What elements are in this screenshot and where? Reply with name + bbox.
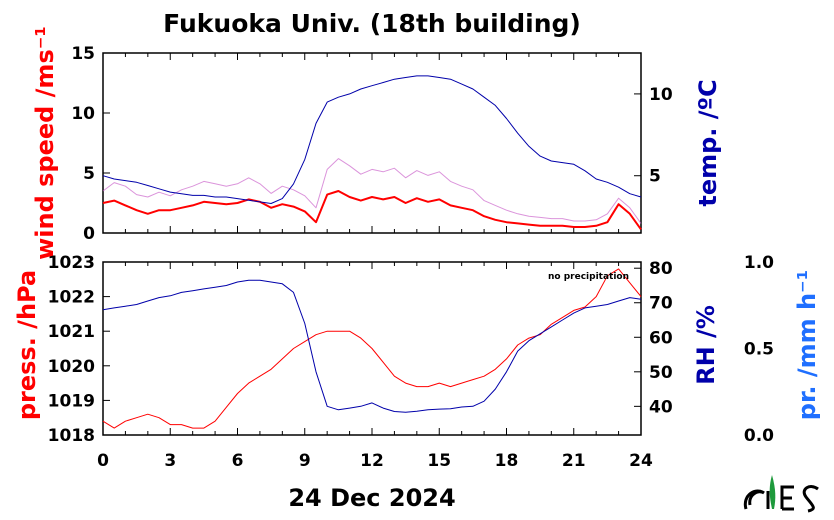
left-tick-label: 1018 [48, 426, 95, 446]
left-tick-label: 0 [83, 224, 95, 244]
right-tick-label: 40 [649, 397, 673, 417]
chart-title: Fukuoka Univ. (18th building) [163, 9, 581, 38]
top-plot-frame [102, 52, 642, 234]
bottom-series [102, 268, 642, 429]
left-tick-label: 10 [71, 104, 95, 124]
left-tick-label: 1019 [48, 391, 95, 411]
series-line-temperature [102, 75, 642, 204]
left-tick-label: 15 [71, 44, 95, 64]
right-tick-label: 60 [649, 328, 673, 348]
right-tick-label: 50 [649, 363, 673, 383]
x-tick-label: 18 [495, 451, 519, 471]
precip-tick-label: 1.0 [744, 253, 774, 273]
x-tick-label: 9 [299, 451, 311, 471]
x-tick-label: 12 [360, 451, 384, 471]
wind-temperature-panel: 0 5 10 15 5 10 [71, 44, 673, 244]
left-tick-label: 1022 [48, 288, 95, 308]
pressure-axis-label: press. /hPa [13, 270, 41, 420]
x-tick-label: 6 [232, 451, 244, 471]
precip-tick-label: 0.0 [744, 426, 774, 446]
series-line-wind [102, 190, 642, 230]
logo [743, 475, 819, 513]
humidity-axis-label: RH /% [692, 305, 720, 385]
date-label: 24 Dec 2024 [288, 484, 455, 512]
left-tick-label: 5 [83, 164, 95, 184]
x-tick-labels: 0 3 6 9 12 15 18 21 24 [97, 451, 653, 471]
left-tick-label: 1020 [48, 357, 95, 377]
series-line-wind_gust [102, 158, 642, 224]
x-tick-label: 15 [427, 451, 451, 471]
precip-axis-label: pr. /mm h⁻¹ [793, 270, 821, 420]
right-tick-label: 80 [649, 259, 673, 279]
temperature-axis-label: temp. /ºC [694, 79, 722, 206]
left-tick-label: 1023 [48, 253, 95, 273]
x-tick-label: 21 [562, 451, 586, 471]
series-line-humidity [102, 279, 642, 413]
top-series [102, 75, 642, 230]
left-tick-label: 1021 [48, 322, 95, 342]
precip-tick-label: 0.5 [744, 340, 774, 360]
x-tick-label: 24 [629, 451, 653, 471]
axis-labels: wind speed /ms⁻¹ temp. /ºC press. /hPa R… [13, 26, 821, 420]
right-tick-label: 10 [649, 85, 673, 105]
x-tick-label: 0 [97, 451, 109, 471]
series-line-pressure [102, 268, 642, 429]
top-ticks: 0 5 10 15 5 10 [71, 44, 673, 244]
pressure-humidity-panel: 1018 1019 1020 1021 1022 1023 40 50 60 70 80 0.0 0.5… [48, 253, 774, 446]
x-tick-label: 3 [164, 451, 176, 471]
wind-speed-axis-label: wind speed /ms⁻¹ [31, 26, 59, 260]
right-tick-label: 5 [649, 167, 661, 187]
right-tick-label: 70 [649, 294, 673, 314]
no-precipitation-note: no precipitation [548, 272, 629, 282]
bottom-ticks: 1018 1019 1020 1021 1022 1023 40 50 60 70 80 0.0 0.5… [48, 253, 774, 446]
